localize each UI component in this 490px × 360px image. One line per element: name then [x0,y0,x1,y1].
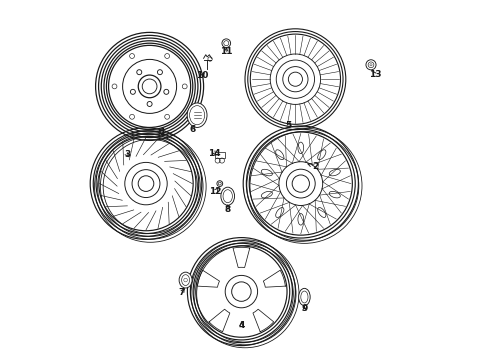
Text: 4: 4 [238,320,245,330]
Text: 10: 10 [196,71,209,80]
Ellipse shape [298,288,310,306]
Text: 12: 12 [209,187,222,196]
Ellipse shape [298,213,304,225]
Ellipse shape [329,192,341,198]
Ellipse shape [261,169,272,176]
Text: 2: 2 [308,162,319,171]
Ellipse shape [298,142,304,154]
Ellipse shape [329,169,341,176]
Text: 14: 14 [208,149,220,158]
Text: 9: 9 [301,305,308,313]
Ellipse shape [318,207,326,217]
Ellipse shape [179,272,192,288]
Text: 7: 7 [179,288,185,297]
Ellipse shape [276,150,284,160]
Ellipse shape [187,103,207,127]
Ellipse shape [318,150,326,160]
Ellipse shape [276,207,284,217]
Text: 11: 11 [220,46,233,55]
Text: 13: 13 [369,71,382,79]
Ellipse shape [221,187,235,205]
Text: 8: 8 [224,205,231,214]
Ellipse shape [261,192,272,198]
Text: 6: 6 [190,125,196,134]
Text: 1: 1 [159,128,165,137]
Text: 5: 5 [286,122,292,130]
Text: 3: 3 [124,150,130,159]
